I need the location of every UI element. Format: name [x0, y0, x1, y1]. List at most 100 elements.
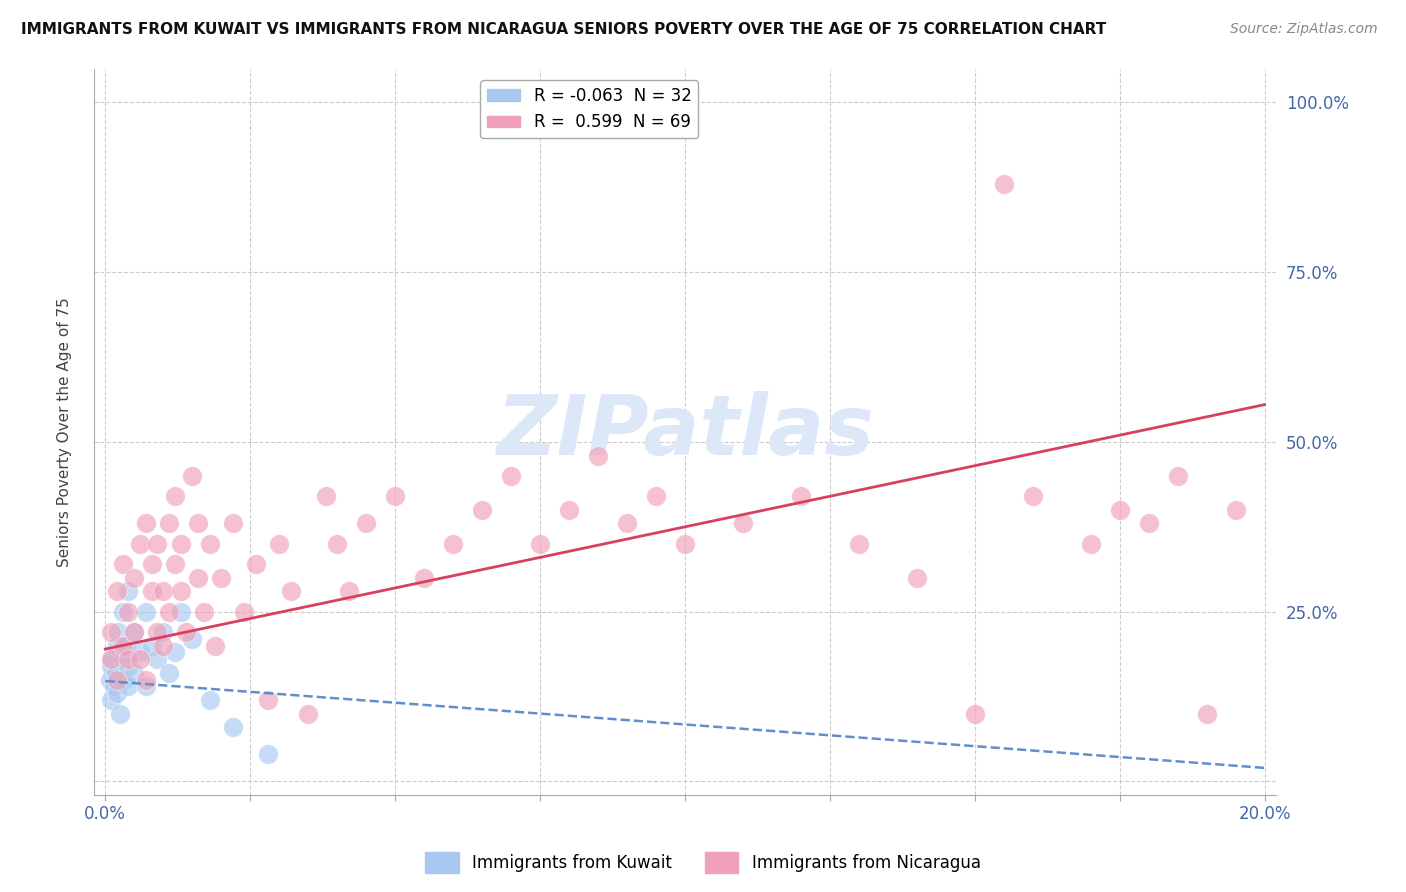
- Point: [204, 639, 226, 653]
- Point: [222, 516, 245, 531]
- Point: [169, 584, 191, 599]
- Point: [124, 571, 146, 585]
- Point: [100, 625, 122, 640]
- Point: [141, 639, 163, 653]
- Point: [245, 558, 267, 572]
- Point: [117, 584, 139, 599]
- Point: [105, 673, 128, 687]
- Legend: Immigrants from Kuwait, Immigrants from Nicaragua: Immigrants from Kuwait, Immigrants from …: [419, 846, 987, 880]
- Point: [337, 584, 360, 599]
- Text: ZIPatlas: ZIPatlas: [496, 392, 875, 472]
- Point: [673, 537, 696, 551]
- Point: [105, 686, 128, 700]
- Point: [141, 584, 163, 599]
- Point: [558, 503, 581, 517]
- Point: [187, 571, 209, 585]
- Point: [135, 680, 157, 694]
- Point: [103, 680, 125, 694]
- Point: [280, 584, 302, 599]
- Point: [135, 605, 157, 619]
- Point: [848, 537, 870, 551]
- Point: [124, 625, 146, 640]
- Point: [124, 665, 146, 680]
- Point: [105, 584, 128, 599]
- Point: [146, 625, 169, 640]
- Point: [146, 537, 169, 551]
- Point: [111, 673, 134, 687]
- Point: [104, 665, 127, 680]
- Point: [616, 516, 638, 531]
- Point: [1021, 489, 1043, 503]
- Point: [135, 673, 157, 687]
- Point: [233, 605, 256, 619]
- Point: [198, 537, 221, 551]
- Text: Source: ZipAtlas.com: Source: ZipAtlas.com: [1230, 22, 1378, 37]
- Point: [141, 558, 163, 572]
- Point: [198, 693, 221, 707]
- Point: [326, 537, 349, 551]
- Point: [129, 645, 152, 659]
- Point: [135, 516, 157, 531]
- Point: [1137, 516, 1160, 531]
- Point: [315, 489, 337, 503]
- Point: [100, 693, 122, 707]
- Point: [256, 747, 278, 762]
- Point: [98, 673, 121, 687]
- Point: [124, 625, 146, 640]
- Point: [1167, 469, 1189, 483]
- Point: [108, 706, 131, 721]
- Point: [193, 605, 215, 619]
- Point: [209, 571, 232, 585]
- Point: [105, 639, 128, 653]
- Point: [146, 652, 169, 666]
- Point: [471, 503, 494, 517]
- Point: [157, 605, 180, 619]
- Point: [152, 639, 174, 653]
- Point: [117, 659, 139, 673]
- Point: [111, 652, 134, 666]
- Point: [529, 537, 551, 551]
- Point: [169, 605, 191, 619]
- Point: [297, 706, 319, 721]
- Point: [107, 625, 129, 640]
- Point: [354, 516, 377, 531]
- Point: [111, 605, 134, 619]
- Legend: R = -0.063  N = 32, R =  0.599  N = 69: R = -0.063 N = 32, R = 0.599 N = 69: [481, 80, 699, 138]
- Point: [111, 558, 134, 572]
- Point: [1108, 503, 1130, 517]
- Point: [963, 706, 986, 721]
- Point: [157, 516, 180, 531]
- Point: [1195, 706, 1218, 721]
- Point: [114, 639, 136, 653]
- Point: [993, 177, 1015, 191]
- Point: [176, 625, 198, 640]
- Point: [1080, 537, 1102, 551]
- Point: [269, 537, 291, 551]
- Text: IMMIGRANTS FROM KUWAIT VS IMMIGRANTS FROM NICARAGUA SENIORS POVERTY OVER THE AGE: IMMIGRANTS FROM KUWAIT VS IMMIGRANTS FRO…: [21, 22, 1107, 37]
- Point: [117, 680, 139, 694]
- Point: [117, 605, 139, 619]
- Point: [169, 537, 191, 551]
- Point: [1225, 503, 1247, 517]
- Point: [790, 489, 813, 503]
- Point: [163, 489, 186, 503]
- Point: [163, 558, 186, 572]
- Point: [256, 693, 278, 707]
- Point: [152, 625, 174, 640]
- Y-axis label: Seniors Poverty Over the Age of 75: Seniors Poverty Over the Age of 75: [58, 297, 72, 566]
- Point: [157, 665, 180, 680]
- Point: [129, 537, 152, 551]
- Point: [586, 449, 609, 463]
- Point: [187, 516, 209, 531]
- Point: [111, 639, 134, 653]
- Point: [222, 720, 245, 734]
- Point: [181, 469, 204, 483]
- Point: [499, 469, 522, 483]
- Point: [384, 489, 406, 503]
- Point: [100, 659, 122, 673]
- Point: [181, 632, 204, 646]
- Point: [117, 652, 139, 666]
- Point: [152, 584, 174, 599]
- Point: [101, 652, 124, 666]
- Point: [645, 489, 668, 503]
